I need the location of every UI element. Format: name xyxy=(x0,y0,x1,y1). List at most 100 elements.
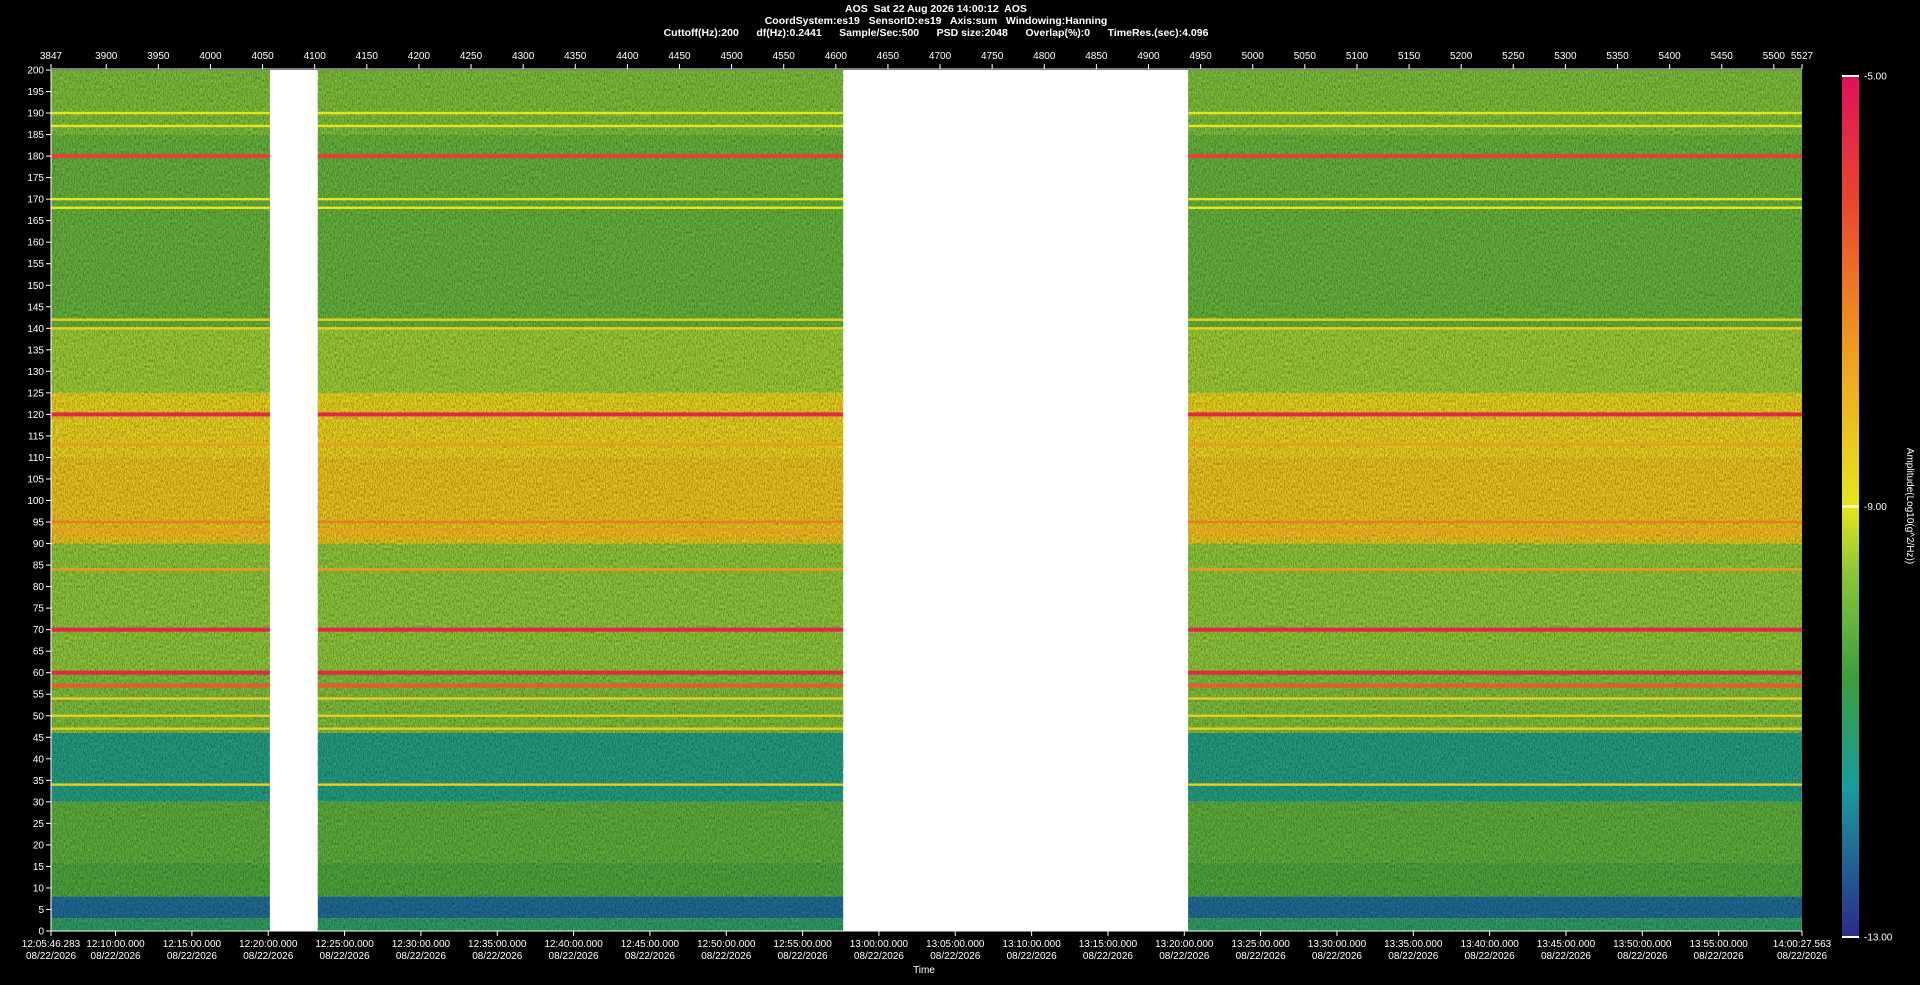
y-tick-label: 190 xyxy=(27,109,44,120)
tone-line xyxy=(1188,318,1802,321)
x-tick-label: 4350 xyxy=(564,51,587,62)
x-tick-label: 4200 xyxy=(408,51,431,62)
tone-line xyxy=(317,197,844,201)
time-tick-label: 13:15:00.000 xyxy=(1079,939,1138,950)
time-tick-label: 12:35:00.000 xyxy=(468,939,527,950)
time-tick-date: 08/22/2026 xyxy=(1083,951,1133,962)
tone-line xyxy=(51,412,270,417)
texture xyxy=(317,70,844,931)
x-tick-label: 5200 xyxy=(1450,51,1473,62)
tone-line xyxy=(1188,443,1802,446)
y-tick-label: 200 xyxy=(27,66,44,77)
time-tick-date: 08/22/2026 xyxy=(1694,951,1744,962)
tone-line xyxy=(317,206,844,209)
time-tick-label: 13:25:00.000 xyxy=(1231,939,1290,950)
tone-line xyxy=(1188,154,1802,159)
y-tick-label: 175 xyxy=(27,173,44,184)
y-tick-label: 145 xyxy=(27,302,44,313)
time-tick-label: 13:10:00.000 xyxy=(1002,939,1061,950)
title-line: CoordSystem:es19 SensorID:es19 Axis:sum … xyxy=(765,15,1108,27)
tone-line xyxy=(317,154,844,159)
tone-line xyxy=(51,197,270,201)
tone-line xyxy=(317,627,844,632)
time-tick-label: 12:10:00.000 xyxy=(86,939,145,950)
colorbar-tick-label: -5.00 xyxy=(1864,72,1887,83)
time-tick-label: 12:30:00.000 xyxy=(392,939,451,950)
time-tick-date: 08/22/2026 xyxy=(26,951,76,962)
time-tick-date: 08/22/2026 xyxy=(1465,951,1515,962)
time-tick-label: 13:55:00.000 xyxy=(1689,939,1748,950)
title-line: AOS Sat 22 Aug 2026 14:00:12 AOS xyxy=(845,3,1027,15)
y-tick-label: 10 xyxy=(33,883,45,894)
time-tick-label: 12:20:00.000 xyxy=(239,939,298,950)
x-tick-label: 4600 xyxy=(825,51,848,62)
y-tick-label: 130 xyxy=(27,367,44,378)
tone-line xyxy=(317,783,844,786)
y-tick-label: 75 xyxy=(33,604,45,615)
y-tick-label: 40 xyxy=(33,754,45,765)
y-tick-label: 100 xyxy=(27,496,44,507)
time-tick-label: 13:30:00.000 xyxy=(1308,939,1367,950)
tone-line xyxy=(51,783,270,786)
time-tick-date: 08/22/2026 xyxy=(396,951,446,962)
x-tick-label: 4250 xyxy=(460,51,483,62)
time-tick-label: 12:45:00.000 xyxy=(621,939,680,950)
y-tick-label: 85 xyxy=(33,561,45,572)
x-tick-label: 4400 xyxy=(616,51,639,62)
y-tick-label: 60 xyxy=(33,668,45,679)
tone-line xyxy=(317,670,844,675)
tone-line xyxy=(51,670,270,675)
x-tick-label: 5300 xyxy=(1554,51,1577,62)
time-tick-label: 13:45:00.000 xyxy=(1537,939,1596,950)
x-tick-label: 4700 xyxy=(929,51,952,62)
y-tick-label: 140 xyxy=(27,324,44,335)
x-tick-label: 4650 xyxy=(877,51,900,62)
time-tick-label: 12:55:00.000 xyxy=(773,939,832,950)
time-tick-label: 13:05:00.000 xyxy=(926,939,985,950)
tone-line xyxy=(51,154,270,159)
time-tick-label: 12:50:00.000 xyxy=(697,939,756,950)
time-tick-label: 12:05:46.283 xyxy=(22,939,81,950)
y-tick-label: 180 xyxy=(27,152,44,163)
time-tick-date: 08/22/2026 xyxy=(243,951,293,962)
tone-line xyxy=(51,727,270,730)
colorbar-tick-label: -13.00 xyxy=(1864,933,1893,944)
tone-line xyxy=(1188,124,1802,128)
time-tick-date: 08/22/2026 xyxy=(320,951,370,962)
title-line: Cuttoff(Hz):200 df(Hz):0.2441 Sample/Sec… xyxy=(664,27,1209,39)
tone-line xyxy=(1188,520,1802,524)
y-tick-label: 55 xyxy=(33,690,45,701)
x-tick-label: 4900 xyxy=(1137,51,1160,62)
time-tick-date: 08/22/2026 xyxy=(930,951,980,962)
y-tick-label: 90 xyxy=(33,539,45,550)
y-tick-label: 125 xyxy=(27,388,44,399)
tone-line xyxy=(1188,412,1802,417)
colorbar-label: Amplitude(Log10(g^2/Hz)) xyxy=(1904,448,1915,564)
x-tick-label: 4750 xyxy=(981,51,1004,62)
y-tick-label: 165 xyxy=(27,216,44,227)
x-tick-label: 3950 xyxy=(147,51,170,62)
tone-line xyxy=(317,683,844,688)
y-tick-label: 5 xyxy=(38,905,44,916)
time-tick-date: 08/22/2026 xyxy=(549,951,599,962)
tone-line xyxy=(317,529,844,532)
y-tick-label: 155 xyxy=(27,259,44,270)
y-tick-label: 70 xyxy=(33,625,45,636)
x-axis-label: Time xyxy=(913,965,935,976)
y-tick-label: 115 xyxy=(28,431,44,442)
tone-line xyxy=(51,714,270,717)
x-tick-label: 4050 xyxy=(251,51,274,62)
y-tick-label: 120 xyxy=(27,410,44,421)
time-tick-date: 08/22/2026 xyxy=(167,951,217,962)
tone-line xyxy=(317,111,844,115)
y-tick-label: 30 xyxy=(33,797,45,808)
time-tick-label: 12:15:00.000 xyxy=(163,939,222,950)
y-tick-label: 15 xyxy=(33,862,45,873)
x-tick-label: 4850 xyxy=(1085,51,1108,62)
tone-line xyxy=(1188,697,1802,700)
x-tick-label: 4150 xyxy=(356,51,379,62)
colorbar-tick-label: -9.00 xyxy=(1864,502,1887,513)
time-tick-date: 08/22/2026 xyxy=(472,951,522,962)
tone-line xyxy=(1188,683,1802,688)
x-tick-label: 3847 xyxy=(40,51,63,62)
